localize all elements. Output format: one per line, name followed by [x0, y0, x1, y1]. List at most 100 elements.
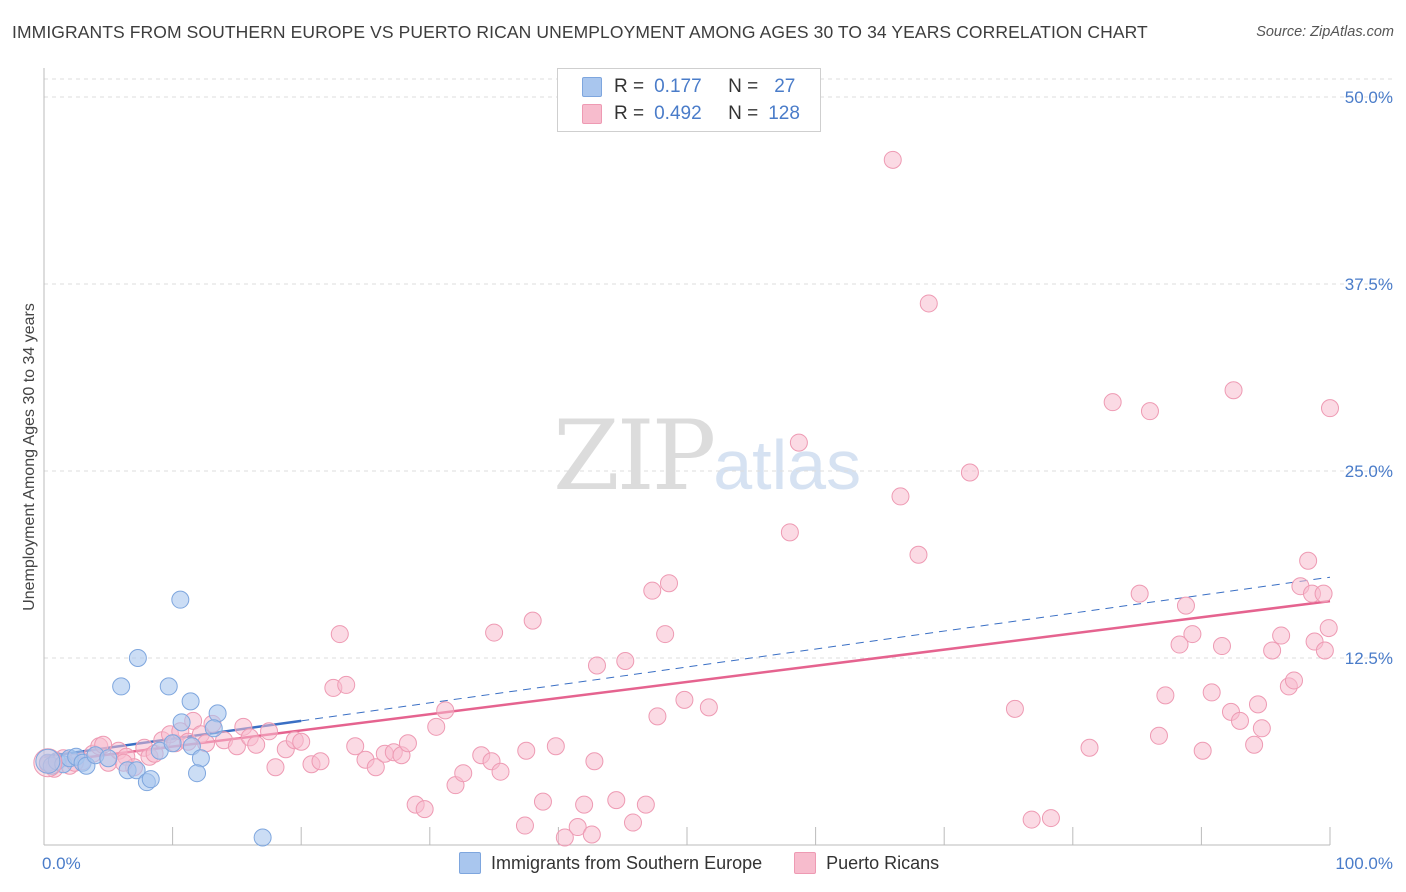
- puerto-rican-point: [1252, 719, 1271, 738]
- puerto-rican-point: [266, 758, 285, 777]
- puerto-rican-point: [415, 800, 434, 819]
- puerto-rican-point: [292, 732, 311, 751]
- puerto-rican-point: [1299, 551, 1318, 570]
- data-points: [33, 150, 1339, 847]
- legend-row-puerto-ricans: R = 0.492 N = 128: [582, 102, 800, 126]
- immigrant-trend-line-dashed: [301, 576, 1331, 722]
- immigrant-point: [188, 764, 207, 783]
- x-tick-label: 0.0%: [42, 854, 81, 873]
- legend-r-label: R =: [614, 103, 645, 124]
- x-tick-label: 100.0%: [1335, 854, 1393, 873]
- immigrant-point: [159, 677, 178, 696]
- legend-item-immigrants: Immigrants from Southern Europe: [459, 852, 762, 874]
- puerto-rican-point: [575, 795, 594, 814]
- legend-n-label: N =: [728, 76, 759, 97]
- immigrant-point: [163, 734, 182, 753]
- puerto-rican-point: [656, 625, 675, 644]
- puerto-rican-point: [1149, 726, 1168, 745]
- puerto-rican-point: [247, 735, 266, 754]
- puerto-rican-point: [515, 816, 534, 835]
- puerto-rican-point: [330, 625, 349, 644]
- immigrant-point: [253, 828, 272, 847]
- legend-row-immigrants: R = 0.177 N = 27: [582, 75, 795, 99]
- puerto-rican-point: [636, 795, 655, 814]
- puerto-rican-cluster-point: [33, 748, 63, 778]
- y-axis-title: Unemployment Among Ages 30 to 34 years: [21, 303, 38, 611]
- puerto-rican-point: [1224, 381, 1243, 400]
- watermark-zip: ZIP: [553, 400, 716, 512]
- chart-title: IMMIGRANTS FROM SOUTHERN EUROPE VS PUERT…: [12, 22, 1148, 42]
- puerto-rican-point: [1245, 735, 1264, 754]
- puerto-rican-point: [960, 463, 979, 482]
- immigrant-point: [171, 590, 190, 609]
- puerto-rican-point: [227, 737, 246, 756]
- puerto-rican-point: [1314, 584, 1333, 603]
- puerto-rican-point: [789, 433, 808, 452]
- legend-n-value: 27: [774, 76, 796, 97]
- puerto-rican-point: [675, 690, 694, 709]
- legend-label: Puerto Ricans: [826, 852, 940, 873]
- puerto-rican-point: [1183, 625, 1202, 644]
- puerto-rican-point: [1263, 641, 1282, 660]
- puerto-rican-point: [568, 818, 587, 837]
- y-tick-label: 12.5%: [1345, 649, 1393, 668]
- puerto-rican-point: [1080, 738, 1099, 757]
- legend-swatch-blue: [459, 852, 481, 874]
- puerto-rican-point: [1170, 635, 1189, 654]
- legend-r-label: R =: [614, 76, 645, 97]
- legend-swatch-pink: [582, 104, 602, 124]
- puerto-rican-point: [366, 758, 385, 777]
- puerto-rican-point: [891, 487, 910, 506]
- watermark: ZIPatlas: [553, 400, 861, 512]
- tick-labels: 12.5% 25.0% 37.5% 50.0% 0.0% 100.0%: [42, 88, 1393, 873]
- puerto-rican-point: [1212, 637, 1231, 656]
- immigrant-point: [208, 704, 227, 723]
- puerto-rican-point: [398, 734, 417, 753]
- puerto-rican-point: [780, 523, 799, 542]
- puerto-rican-point: [623, 813, 642, 832]
- puerto-rican-point: [1321, 399, 1339, 418]
- puerto-rican-point: [659, 574, 678, 593]
- puerto-rican-point: [485, 623, 504, 642]
- puerto-rican-point: [1248, 695, 1267, 714]
- y-tick-label: 37.5%: [1345, 275, 1393, 294]
- puerto-rican-point: [260, 722, 279, 741]
- puerto-rican-point: [648, 707, 667, 726]
- puerto-rican-point: [1272, 626, 1291, 645]
- legend-r-value: 0.177: [654, 76, 702, 97]
- legend-n-value: 128: [768, 103, 800, 124]
- immigrant-cluster-point: [35, 748, 61, 774]
- puerto-rican-point: [616, 651, 635, 670]
- legend-label: Immigrants from Southern Europe: [491, 852, 763, 873]
- puerto-rican-point: [454, 764, 473, 783]
- puerto-rican-point: [699, 698, 718, 717]
- puerto-rican-point: [523, 611, 542, 630]
- puerto-rican-point: [1319, 619, 1338, 638]
- puerto-rican-point: [533, 792, 552, 811]
- puerto-rican-point: [1005, 699, 1024, 718]
- puerto-rican-point: [311, 752, 330, 771]
- immigrant-point: [191, 749, 210, 768]
- puerto-rican-point: [585, 752, 604, 771]
- puerto-rican-point: [1140, 402, 1159, 421]
- puerto-rican-point: [427, 717, 446, 736]
- puerto-rican-point: [491, 762, 510, 781]
- watermark-atlas: atlas: [713, 426, 862, 504]
- puerto-rican-point: [546, 737, 565, 756]
- puerto-rican-point: [1103, 393, 1122, 412]
- legend-n-label: N =: [728, 103, 759, 124]
- series-legend: Immigrants from Southern Europe Puerto R…: [459, 852, 971, 874]
- puerto-rican-point: [346, 737, 365, 756]
- immigrant-point: [172, 713, 191, 732]
- immigrant-point: [204, 719, 223, 738]
- trend-lines: [43, 576, 1331, 764]
- y-tick-label: 50.0%: [1345, 88, 1393, 107]
- puerto-rican-point: [1176, 596, 1195, 615]
- puerto-rican-point: [883, 150, 902, 169]
- correlation-legend: R = 0.177 N = 27 R = 0.492 N = 128: [557, 68, 821, 132]
- legend-r-value: 0.492: [654, 103, 702, 124]
- immigrant-point: [181, 692, 200, 711]
- puerto-rican-point: [643, 581, 662, 600]
- immigrant-point: [128, 649, 147, 667]
